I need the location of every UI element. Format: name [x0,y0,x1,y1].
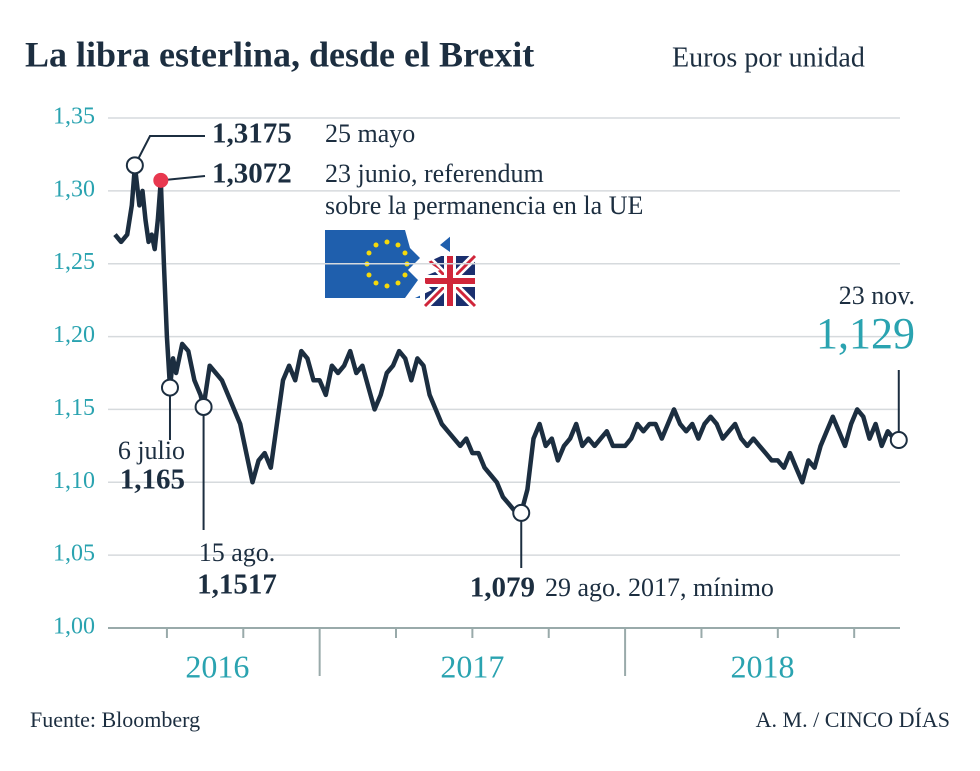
annotation-value: 1,1517 [197,569,277,601]
annotation-value: 1,165 [120,464,185,496]
annotation-text: 6 julio [118,436,185,465]
year-label: 2018 [731,648,795,684]
annotation-value: 1,079 [470,572,535,604]
annotation-text: 15 ago. [199,538,276,567]
annotation-text: 25 mayo [325,119,415,148]
annotation-marker [125,156,144,175]
annotation-marker [889,431,908,450]
annotation-value: 1,3175 [212,118,292,150]
chart-title: La libra esterlina, desde el Brexit [25,34,534,74]
annotation-marker [194,397,213,416]
y-tick-label: 1,35 [53,104,95,130]
y-tick-label: 1,00 [53,614,95,640]
annotation-text: sobre la permanencia en la UE [325,191,643,220]
price-line [113,163,900,516]
annotation-value: 1,129 [816,309,915,358]
leader-line [133,135,205,166]
annotation-marker [160,378,179,397]
annotation-text: 29 ago. 2017, mínimo [545,573,774,602]
y-tick-label: 1,30 [53,176,95,202]
y-tick-label: 1,25 [53,249,95,275]
y-tick-label: 1,05 [53,541,95,567]
annotation-marker [512,503,531,522]
y-tick-label: 1,20 [53,322,95,348]
year-label: 2017 [440,648,504,684]
annotation-text: 23 junio, referendum [325,159,544,188]
annotation-value: 1,3072 [212,158,292,190]
y-tick-label: 1,10 [53,468,95,494]
credit: A. M. / CINCO DÍAS [756,707,950,732]
year-label: 2016 [185,648,249,684]
chart-subtitle: Euros por unidad [672,42,865,73]
y-tick-label: 1,15 [53,395,95,421]
source: Fuente: Bloomberg [30,707,200,732]
annotation-marker [153,172,169,188]
annotation-text: 23 nov. [839,281,915,310]
